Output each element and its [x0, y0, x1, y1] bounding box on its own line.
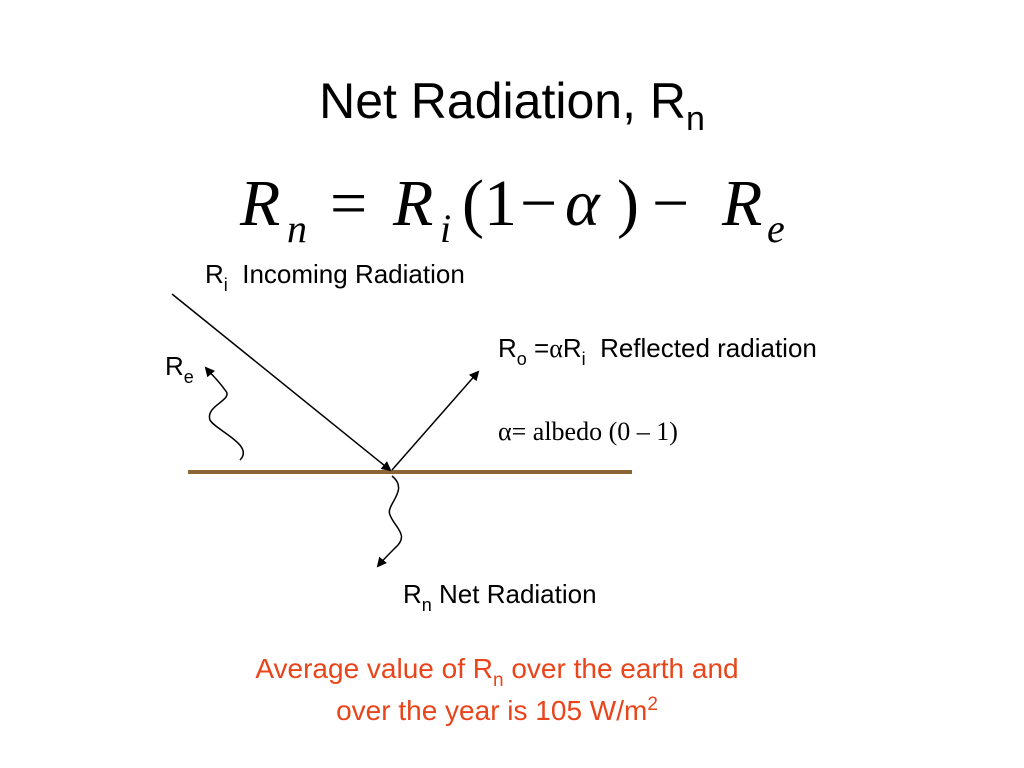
reflected-label: Ro =αRi Reflected radiation	[498, 333, 817, 369]
eq-part: )	[617, 167, 639, 240]
note-text: over the earth and	[504, 653, 739, 684]
eq-part: R	[721, 167, 762, 240]
net-wave	[376, 475, 403, 568]
title-subscript: n	[686, 100, 705, 138]
symbol: R	[205, 259, 224, 289]
note-text: Average value of R	[255, 653, 493, 684]
eq-part: R	[239, 167, 280, 240]
eq-part: (1	[462, 167, 517, 240]
eq-part: i	[440, 206, 451, 251]
label-text: Incoming Radiation	[228, 259, 465, 289]
equation: R n = R i (1 − α ) − R e	[239, 167, 785, 251]
net-label: Rn Net Radiation	[403, 579, 597, 615]
alpha: α	[498, 417, 512, 446]
incoming-label: Ri Incoming Radiation	[205, 259, 465, 295]
eq-part: −	[520, 167, 557, 240]
eq-part: n	[287, 206, 307, 251]
subscript: n	[493, 670, 504, 691]
title: Net Radiation, Rn	[319, 73, 705, 138]
symbol: R	[403, 579, 422, 609]
subscript: i	[224, 275, 228, 295]
subscript: e	[184, 367, 194, 387]
incoming-ray	[171, 293, 392, 472]
superscript: 2	[647, 694, 658, 715]
eq-part: R	[392, 167, 433, 240]
note-line: over the year is 105 W/m2	[336, 694, 658, 726]
eq-part: =	[330, 167, 367, 240]
subscript: o	[517, 349, 527, 369]
alpha: α	[549, 334, 563, 363]
label-text: Reflected radiation	[586, 333, 817, 363]
subscript: i	[582, 349, 586, 369]
albedo-label: α= albedo (0 – 1)	[498, 417, 678, 446]
symbol: R	[563, 333, 582, 363]
note-line: Average value of Rn over the earth and	[255, 653, 738, 691]
emitted-wave	[204, 366, 244, 461]
emitted-label: Re	[165, 351, 194, 387]
title-text: Net Radiation, R	[319, 73, 686, 129]
eq-part: e	[767, 206, 785, 251]
note-text: over the year is 105 W/m	[336, 695, 647, 726]
symbol: R	[498, 333, 517, 363]
label-text: Net Radiation	[432, 579, 597, 609]
label-text: = albedo (0 – 1)	[512, 417, 678, 446]
reflected-ray	[391, 370, 480, 471]
eq-part: α	[565, 167, 601, 240]
eq-part: −	[652, 167, 689, 240]
symbol: R	[165, 351, 184, 381]
subscript: n	[422, 595, 432, 615]
equals: =	[527, 333, 549, 363]
